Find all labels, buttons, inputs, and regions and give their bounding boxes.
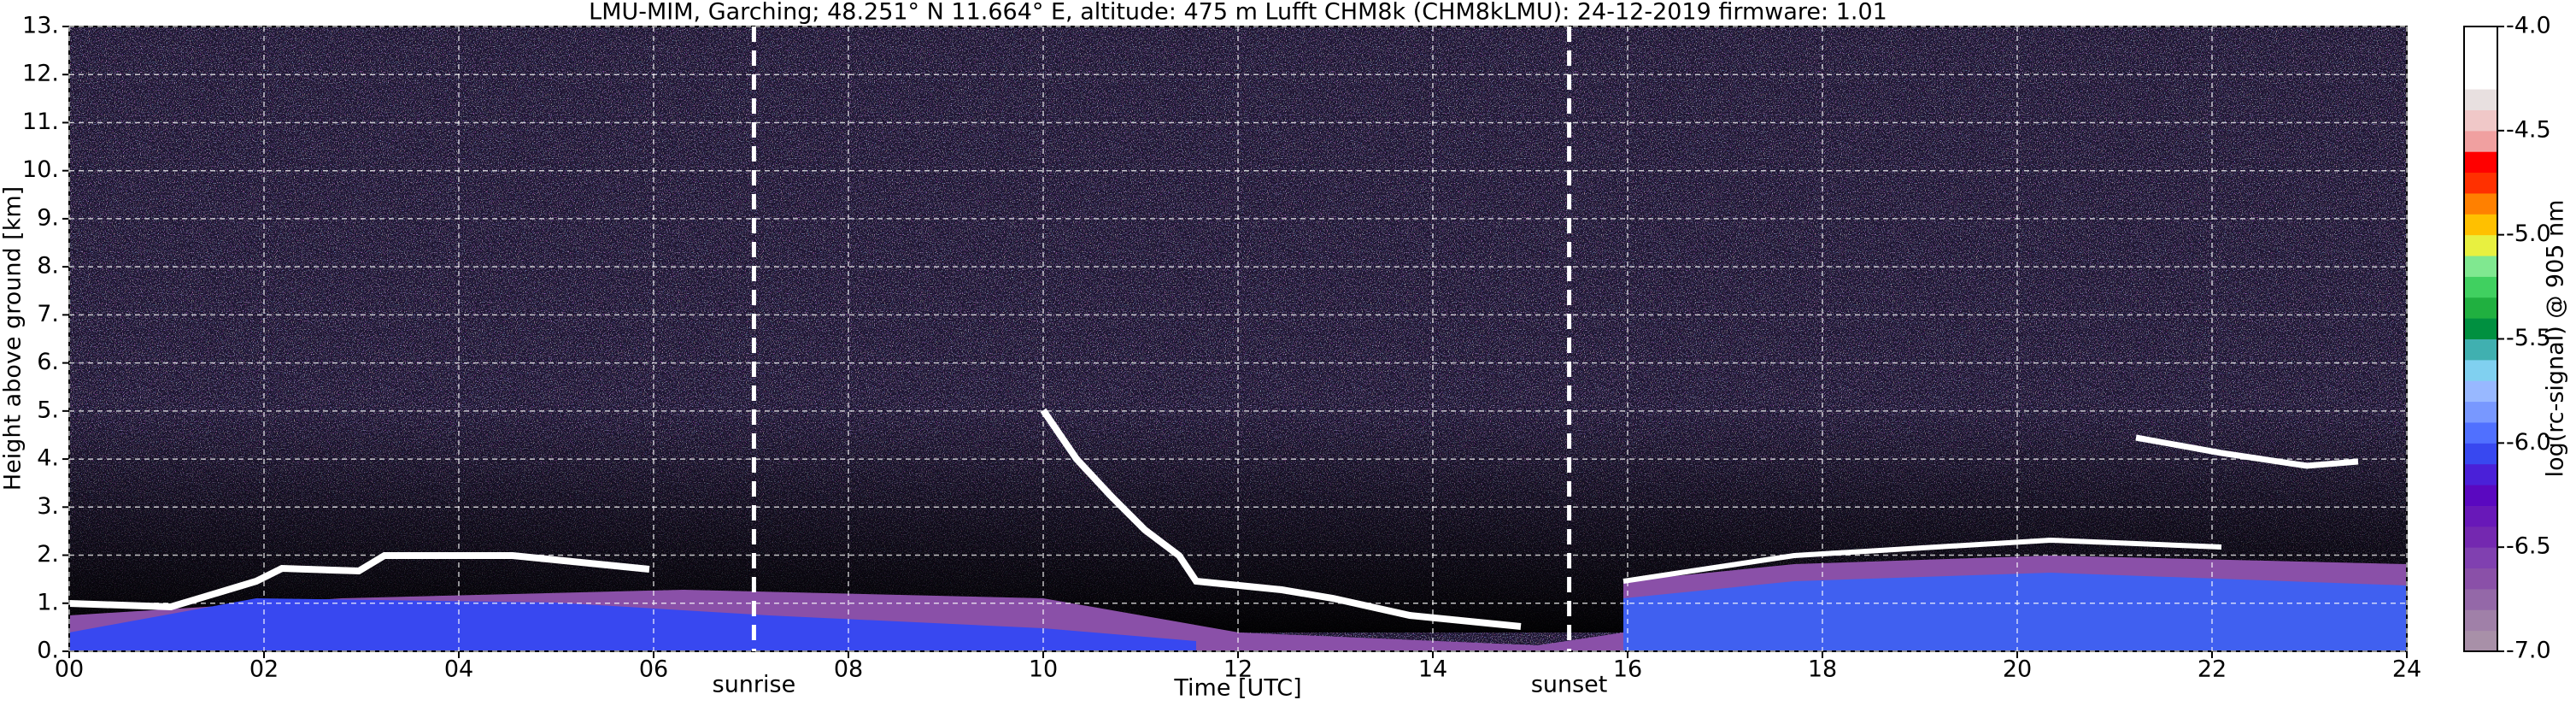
colorbar-segment	[2464, 443, 2497, 465]
colorbar-segment	[2464, 485, 2497, 506]
y-tick-label: 1.	[37, 589, 59, 615]
x-tick-label: 10	[1029, 656, 1058, 683]
colorbar-segment	[2464, 421, 2497, 444]
y-tick-label: 0.	[37, 638, 59, 664]
y-tick-label: 6.	[37, 349, 59, 375]
colorbar-segment	[2464, 89, 2497, 110]
colorbar-tick-label: -6.0	[2506, 429, 2551, 456]
chart-title: LMU-MIM, Garching; 48.251° N 11.664° E, …	[589, 0, 1887, 26]
y-tick-label: 8.	[37, 253, 59, 279]
colorbar-segment	[2464, 151, 2497, 174]
x-tick-label: 14	[1418, 656, 1447, 683]
colorbar-segment	[2464, 47, 2497, 69]
x-tick-label: 08	[834, 656, 863, 683]
colorbar-segment	[2464, 234, 2497, 256]
colorbar-segment	[2464, 401, 2497, 423]
x-tick-label: 12	[1223, 656, 1253, 683]
colorbar-segment	[2464, 338, 2497, 361]
colorbar-segment	[2464, 463, 2497, 485]
x-axis-label: Time [UTC]	[1173, 675, 1301, 702]
colorbar-tick-label: -4.5	[2506, 116, 2551, 143]
x-tick-label: 06	[639, 656, 668, 683]
colorbar-segment	[2464, 380, 2497, 403]
colorbar-tick-label: -6.5	[2506, 533, 2551, 560]
x-tick-label: 00	[55, 656, 84, 683]
colorbar-segment	[2464, 588, 2497, 610]
x-tick-label: 02	[249, 656, 279, 683]
y-axis-label: Height above ground [km]	[0, 186, 26, 491]
x-tick-label: 16	[1613, 656, 1642, 683]
colorbar-label: log(rc-signal) @ 905 nm	[2543, 200, 2569, 478]
colorbar-segment	[2464, 526, 2497, 548]
colorbar-segment	[2464, 172, 2497, 194]
colorbar-tick-label: -5.5	[2506, 325, 2551, 351]
colorbar-segment	[2464, 214, 2497, 236]
y-tick-label: 9.	[37, 204, 59, 231]
colorbar-segment	[2464, 359, 2497, 381]
y-tick-label: 5.	[37, 397, 59, 423]
x-tick-label: 04	[444, 656, 473, 683]
y-tick-label: 4.	[37, 445, 59, 472]
colorbar-tick-label: -5.0	[2506, 221, 2551, 247]
colorbar-segment	[2464, 568, 2497, 590]
annotation-label: sunrise	[713, 672, 796, 698]
colorbar-segment	[2464, 547, 2497, 569]
x-tick-label: 20	[2003, 656, 2032, 683]
y-tick-label: 7.	[37, 301, 59, 327]
y-tick-label: 3.	[37, 493, 59, 520]
colorbar-segment	[2464, 276, 2497, 298]
colorbar-segment	[2464, 609, 2497, 632]
colorbar-segment	[2464, 130, 2497, 152]
y-tick-label: 10.	[22, 156, 59, 183]
x-tick-label: 18	[1808, 656, 1837, 683]
colorbar-tick-label: -4.0	[2506, 13, 2551, 39]
colorbar-segment	[2464, 630, 2497, 652]
colorbar-tick-label: -7.0	[2506, 638, 2551, 664]
colorbar-segment	[2464, 297, 2497, 319]
colorbar-segment	[2464, 192, 2497, 215]
y-tick-label: 12.	[22, 61, 59, 87]
colorbar-segment	[2464, 505, 2497, 527]
colorbar-segment	[2464, 256, 2497, 277]
colorbar-segment	[2464, 26, 2497, 48]
x-tick-label: 22	[2198, 656, 2227, 683]
annotation-label: sunset	[1531, 672, 1608, 698]
colorbar-segment	[2464, 109, 2497, 132]
x-tick-label: 24	[2392, 656, 2421, 683]
y-tick-label: 11.	[22, 109, 59, 135]
y-tick-label: 2.	[37, 541, 59, 568]
colorbar-segment	[2464, 318, 2497, 339]
colorbar-segment	[2464, 68, 2497, 90]
y-tick-label: 13.	[22, 13, 59, 39]
